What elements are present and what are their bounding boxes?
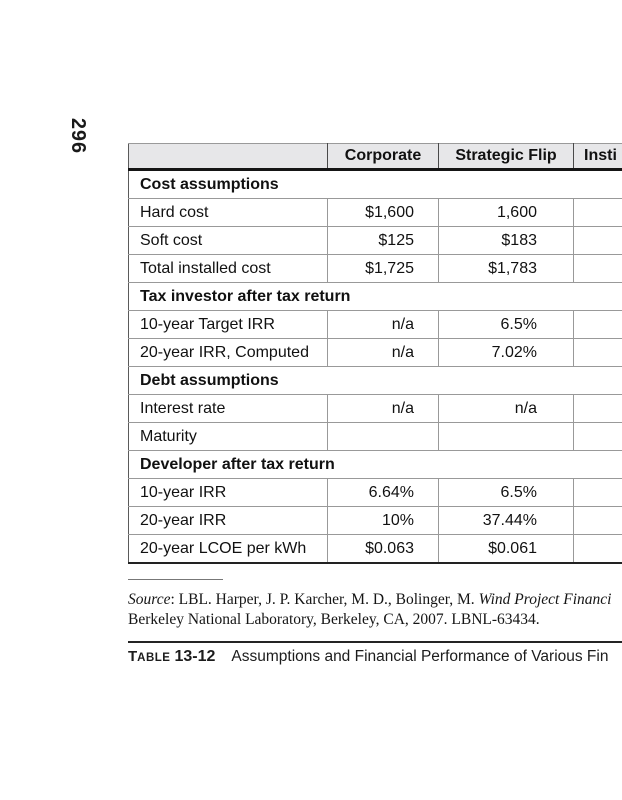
value-cell [573, 338, 622, 367]
caption-rule [128, 641, 622, 643]
row-label-cell: 20-year IRR [128, 506, 328, 535]
section-row-developer: Developer after tax return [128, 450, 622, 479]
value-cell [573, 226, 622, 255]
value-cell: 6.5% [438, 310, 574, 339]
table-row: 10-year IRR 6.64% 6.5% [128, 478, 622, 507]
value-cell: $1,725 [327, 254, 439, 283]
source-line-1: Source: LBL. Harper, J. P. Karcher, M. D… [128, 590, 611, 610]
section-header-cell: Tax investor after tax return [128, 282, 622, 311]
value-cell [573, 478, 622, 507]
source-line-2: Berkeley National Laboratory, Berkeley, … [128, 610, 540, 628]
caption-number: 13-12 [174, 648, 216, 665]
table-row: 20-year LCOE per kWh $0.063 $0.061 [128, 534, 622, 564]
table-caption: TABLE 13-12 Assumptions and Financial Perf… [128, 648, 608, 666]
table-header-row: Corporate Strategic Flip Insti [128, 143, 622, 171]
row-label-cell: Total installed cost [128, 254, 328, 283]
financing-comparison-table: Corporate Strategic Flip Insti Cost assu… [128, 143, 622, 564]
value-cell [573, 506, 622, 535]
table-row: Hard cost $1,600 1,600 [128, 198, 622, 227]
value-cell: 6.5% [438, 478, 574, 507]
section-row-cost-assumptions: Cost assumptions [128, 169, 622, 199]
value-cell [573, 422, 622, 451]
section-header-cell: Developer after tax return [128, 450, 622, 479]
table-row: Soft cost $125 $183 [128, 226, 622, 255]
value-cell: $0.063 [327, 534, 439, 564]
row-label-cell: 10-year Target IRR [128, 310, 328, 339]
caption-label: TABLE 13-12 [128, 648, 216, 665]
value-cell: n/a [327, 310, 439, 339]
value-cell: $183 [438, 226, 574, 255]
header-cell-strategic-flip: Strategic Flip [438, 143, 574, 171]
header-cell-empty [128, 143, 328, 171]
value-cell: 1,600 [438, 198, 574, 227]
row-label-cell: Interest rate [128, 394, 328, 423]
value-cell: $125 [327, 226, 439, 255]
value-cell: n/a [327, 394, 439, 423]
caption-text: Assumptions and Financial Performance of… [231, 648, 609, 665]
source-work-title: Wind Project Financi [478, 591, 612, 608]
section-row-tax-investor: Tax investor after tax return [128, 282, 622, 311]
table-row: Total installed cost $1,725 $1,783 [128, 254, 622, 283]
value-cell [573, 394, 622, 423]
section-header-cell: Debt assumptions [128, 366, 622, 395]
value-cell: $1,783 [438, 254, 574, 283]
row-label-cell: 20-year LCOE per kWh [128, 534, 328, 564]
value-cell [438, 422, 574, 451]
value-cell [327, 422, 439, 451]
section-row-debt-assumptions: Debt assumptions [128, 366, 622, 395]
table-row: 10-year Target IRR n/a 6.5% [128, 310, 622, 339]
source-label: Source [128, 591, 171, 608]
value-cell: n/a [327, 338, 439, 367]
value-cell: n/a [438, 394, 574, 423]
table-row: 20-year IRR, Computed n/a 7.02% [128, 338, 622, 367]
value-cell: 37.44% [438, 506, 574, 535]
table-row: Interest rate n/a n/a [128, 394, 622, 423]
value-cell [573, 198, 622, 227]
section-header-cell: Cost assumptions [128, 169, 622, 199]
value-cell: $1,600 [327, 198, 439, 227]
value-cell: 10% [327, 506, 439, 535]
value-cell: $0.061 [438, 534, 574, 564]
value-cell: 6.64% [327, 478, 439, 507]
table-row: Maturity [128, 422, 622, 451]
source-citation: : LBL. Harper, J. P. Karcher, M. D., Bol… [170, 591, 479, 608]
page-number: 296 [67, 117, 89, 155]
value-cell [573, 534, 622, 564]
row-label-cell: 10-year IRR [128, 478, 328, 507]
row-label-cell: 20-year IRR, Computed [128, 338, 328, 367]
header-cell-corporate: Corporate [327, 143, 439, 171]
header-cell-institutional: Insti [573, 143, 622, 171]
row-label-cell: Hard cost [128, 198, 328, 227]
footnote-rule [128, 579, 223, 580]
value-cell [573, 254, 622, 283]
row-label-cell: Soft cost [128, 226, 328, 255]
row-label-cell: Maturity [128, 422, 328, 451]
table-row: 20-year IRR 10% 37.44% [128, 506, 622, 535]
source-note: Source: LBL. Harper, J. P. Karcher, M. D… [128, 590, 611, 629]
value-cell: 7.02% [438, 338, 574, 367]
value-cell [573, 310, 622, 339]
